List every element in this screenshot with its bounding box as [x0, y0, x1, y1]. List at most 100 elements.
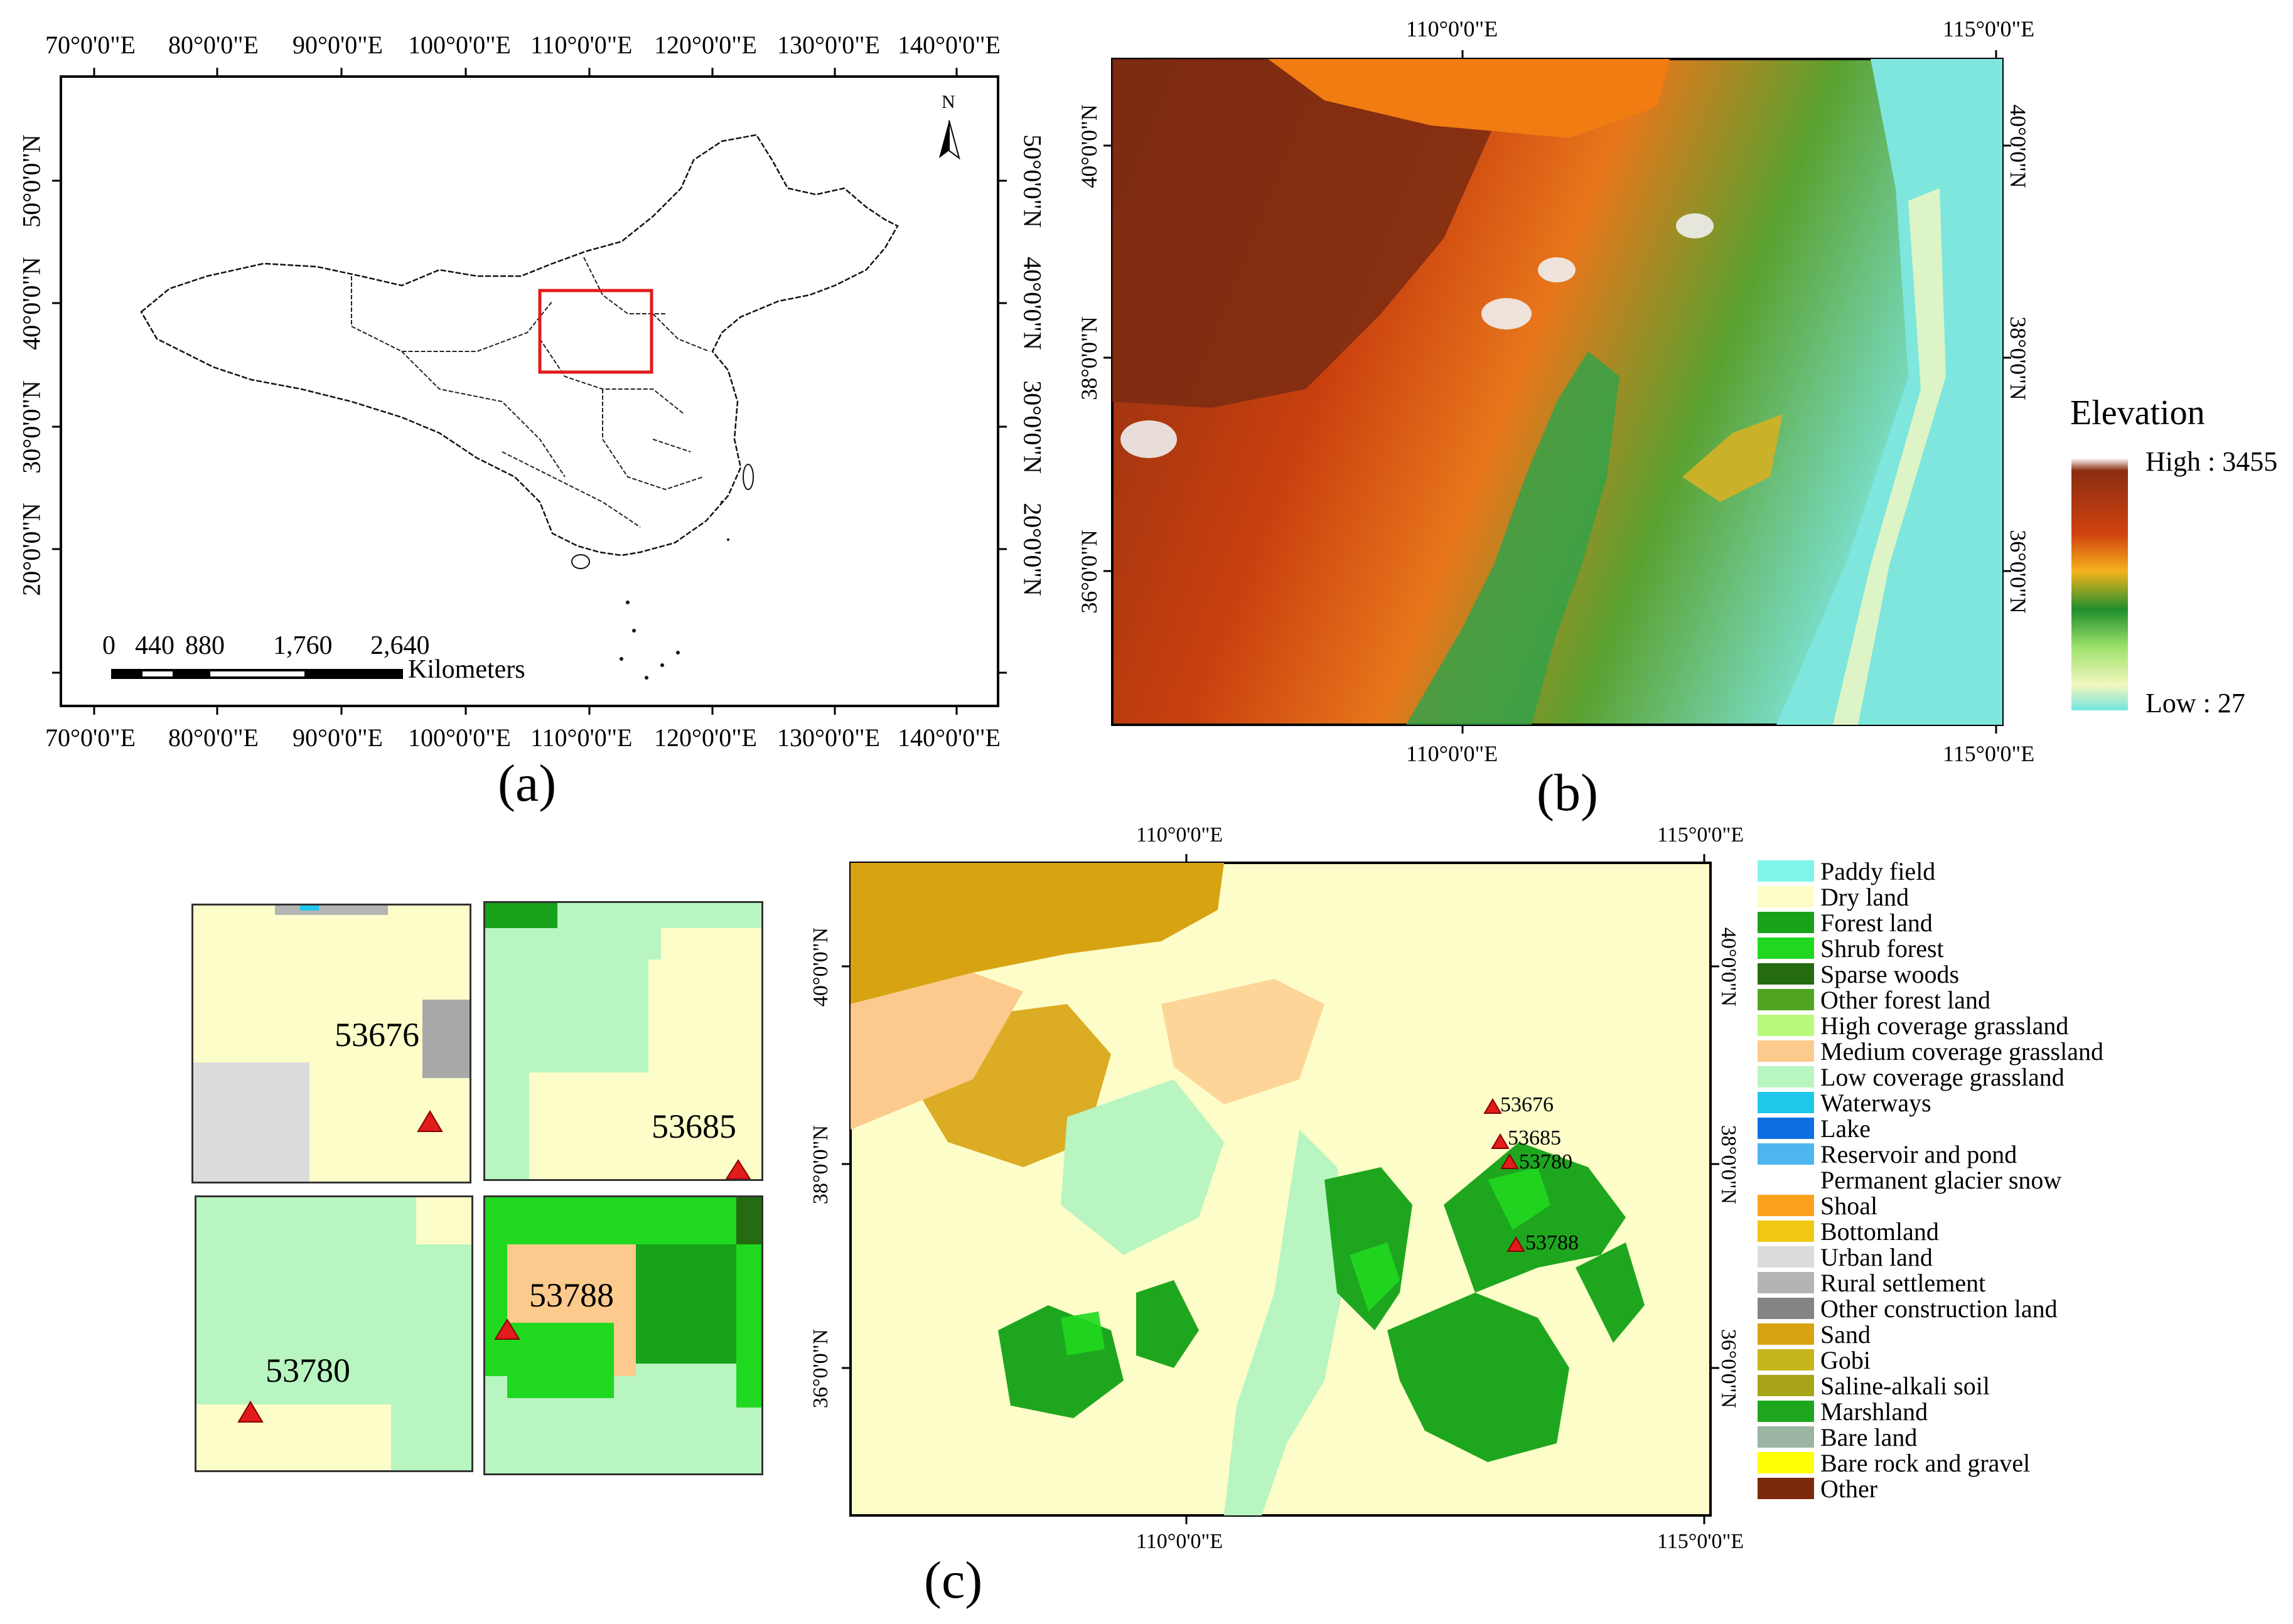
legend-label: Lake: [1820, 1114, 1871, 1143]
legend-high: High : 3455: [2145, 446, 2278, 477]
legend-item: Lake: [1758, 1114, 1871, 1143]
lat-tick-label: 40°0'0"N: [1077, 104, 1102, 188]
legend-label: High coverage grassland: [1820, 1011, 2069, 1040]
panel-label-c: (c): [924, 1551, 983, 1610]
station-label: 53685: [1508, 1126, 1561, 1150]
panel-a: 70°0'0"E 80°0'0"E 90°0'0"E 100°0'0"E 110…: [0, 0, 1047, 816]
panel-label-a: (a): [498, 754, 557, 813]
legend-low: Low : 27: [2145, 688, 2245, 719]
legend-swatch: [1758, 1143, 1814, 1165]
study-area-box: [538, 289, 653, 374]
lon-tick-label: 115°0'0"E: [1943, 741, 2035, 766]
lat-tick-label: 36°0'0"N: [2006, 530, 2031, 614]
legend-item: Shrub forest: [1758, 934, 1944, 963]
lat-tick-label: 36°0'0"N: [1077, 530, 1102, 614]
lat-tick-label: 50°0'0"N: [17, 134, 46, 228]
legend-label: Rural settlement: [1820, 1268, 1986, 1297]
legend-item: Dry land: [1758, 882, 1909, 911]
inset-53676: 53676: [191, 904, 471, 1183]
country-outline: [140, 134, 899, 557]
lon-tick-label: 100°0'0"E: [408, 31, 511, 59]
legend-swatch: [1758, 1298, 1814, 1319]
station-label: 53788: [1525, 1231, 1579, 1254]
station-marker-icon: [1483, 1098, 1502, 1114]
lat-tick-label: 50°0'0"N: [1018, 134, 1047, 228]
legend-swatch: [1758, 1118, 1814, 1139]
legend-item: Marshland: [1758, 1397, 1928, 1426]
lon-tick-label: 80°0'0"E: [168, 724, 259, 752]
lon-tick-label: 120°0'0"E: [654, 31, 757, 59]
legend-swatch: [1758, 1478, 1814, 1499]
legend-title: Elevation: [2070, 393, 2205, 432]
legend-swatch: [1758, 860, 1814, 882]
legend-swatch: [1758, 912, 1814, 933]
lat-tick-label: 40°0'0"N: [1717, 927, 1740, 1007]
panel-label-b: (b): [1537, 764, 1598, 822]
legend-item: Urban land: [1758, 1243, 1933, 1271]
scale-number: 880: [185, 631, 225, 660]
legend-label: Gobi: [1820, 1345, 1871, 1374]
legend-swatch: [1758, 886, 1814, 907]
lat-tick-label: 30°0'0"N: [17, 380, 46, 474]
scale-number: 1,760: [273, 631, 333, 660]
panel-b: 110°0'0"E 115°0'0"E 110°0'0"E 115°0'0"E …: [1055, 0, 2293, 822]
legend-label: Other construction land: [1820, 1294, 2058, 1323]
legend-label: Marshland: [1820, 1397, 1928, 1426]
lat-tick-label: 36°0'0"N: [809, 1328, 832, 1409]
legend-swatch: [1758, 1195, 1814, 1216]
lat-tick-label: 38°0'0"N: [2006, 316, 2031, 400]
legend-item: Gobi: [1758, 1345, 1871, 1374]
north-label: N: [942, 92, 955, 112]
legend-label: Low coverage grassland: [1820, 1062, 2065, 1091]
lon-tick-label: 140°0'0"E: [898, 724, 1001, 752]
legend-label: Other forest land: [1820, 985, 1991, 1014]
lat-tick-label: 30°0'0"N: [1018, 380, 1047, 474]
lon-tick-label: 140°0'0"E: [898, 31, 1001, 59]
legend-label: Shrub forest: [1820, 934, 1944, 963]
legend-item: Shoal: [1758, 1192, 1877, 1220]
legend-swatch: [1758, 1401, 1814, 1422]
lat-tick-label: 38°0'0"N: [809, 1125, 832, 1205]
legend-swatch: [1758, 1169, 1814, 1190]
legend-item: Other: [1758, 1475, 1877, 1503]
lat-tick-label: 20°0'0"N: [1018, 503, 1047, 596]
legend-item: Other forest land: [1758, 985, 1991, 1014]
legend-swatch: [1758, 1221, 1814, 1242]
lon-tick-label: 110°0'0"E: [1136, 1530, 1223, 1553]
lon-tick-label: 115°0'0"E: [1657, 1530, 1744, 1553]
legend-swatch: [1758, 1246, 1814, 1268]
lon-tick-label: 115°0'0"E: [1657, 823, 1744, 847]
legend-label: Permanent glacier snow: [1820, 1165, 2062, 1194]
legend-label: Waterways: [1820, 1088, 1931, 1117]
station-marker-icon: [1491, 1133, 1510, 1149]
lon-tick-label: 100°0'0"E: [408, 724, 511, 752]
lon-tick-label: 110°0'0"E: [530, 724, 633, 752]
elevation-legend-bar: [2071, 458, 2128, 710]
station-label: 53676: [1500, 1093, 1554, 1116]
legend-swatch: [1758, 1040, 1814, 1062]
legend-swatch: [1758, 963, 1814, 985]
inset-53685: 53685: [483, 901, 763, 1181]
legend-label: Dry land: [1820, 882, 1909, 911]
legend-item: Bare land: [1758, 1423, 1917, 1451]
lat-tick-label: 40°0'0"N: [1018, 257, 1047, 350]
legend-item: Sand: [1758, 1320, 1871, 1349]
lat-tick-label: 40°0'0"N: [809, 927, 832, 1007]
legend-label: Bare rock and gravel: [1820, 1448, 2031, 1477]
legend-swatch: [1758, 1272, 1814, 1293]
elevation-map: [1104, 50, 2128, 734]
china-map: [52, 68, 1007, 715]
legend-item: Bare rock and gravel: [1758, 1448, 2031, 1477]
lon-tick-label: 70°0'0"E: [45, 724, 136, 752]
station-label: 53780: [1519, 1150, 1572, 1173]
legend-label: Forest land: [1820, 908, 1933, 937]
legend-item: Medium coverage grassland: [1758, 1037, 2103, 1066]
legend-item: Waterways: [1758, 1088, 1931, 1117]
legend-swatch: [1758, 989, 1814, 1010]
lat-tick-label: 40°0'0"N: [2006, 104, 2031, 188]
inset-53780: 53780: [195, 1195, 473, 1472]
lon-tick-label: 110°0'0"E: [1136, 823, 1223, 847]
lon-tick-label: 130°0'0"E: [777, 724, 880, 752]
lat-tick-label: 20°0'0"N: [17, 503, 46, 596]
legend-item: Saline-alkali soil: [1758, 1372, 1990, 1400]
